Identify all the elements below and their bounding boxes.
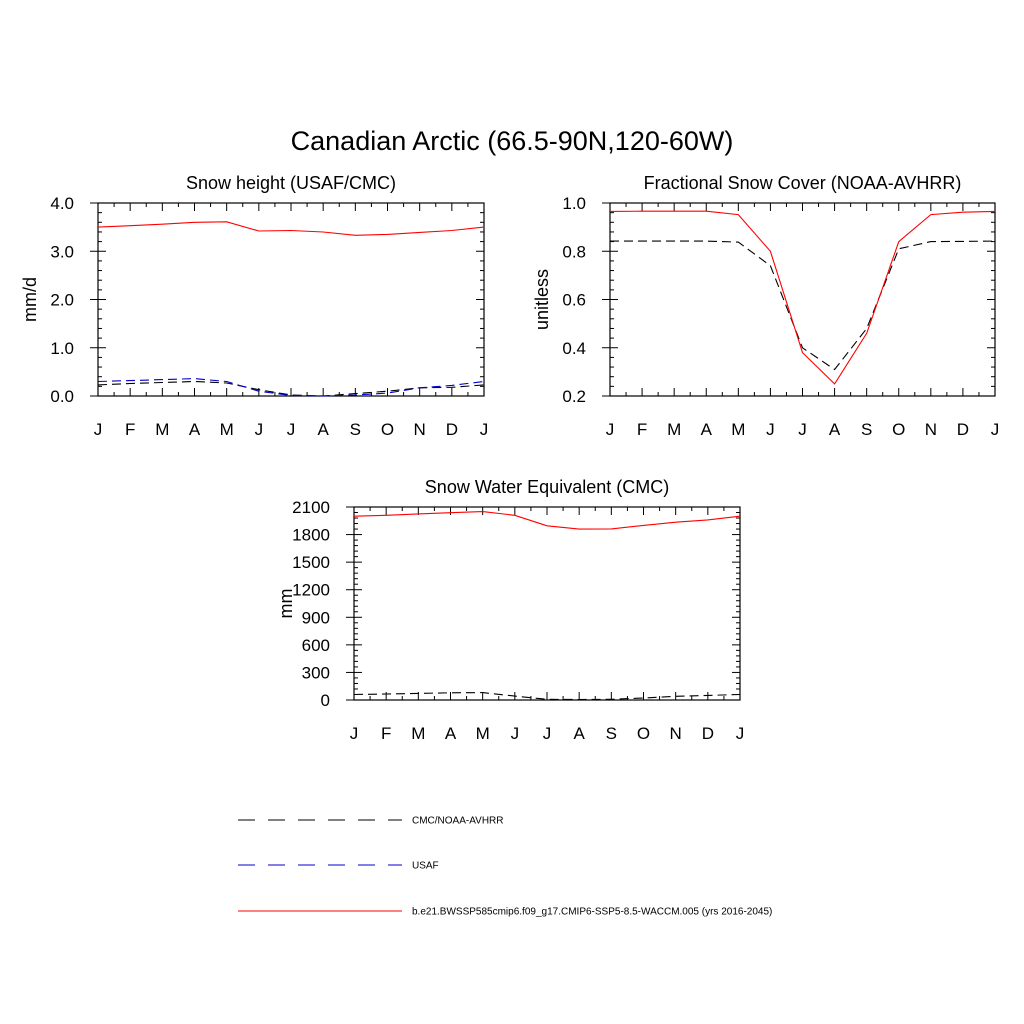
- y-tick-label: 0: [321, 691, 330, 710]
- series-line-1: [610, 240, 996, 371]
- x-tick-label: M: [411, 724, 425, 743]
- y-tick-label: 600: [302, 636, 330, 655]
- x-tick-label: N: [925, 420, 937, 439]
- x-tick-label: J: [766, 420, 775, 439]
- x-tick-label: J: [255, 420, 264, 439]
- y-tick-label: 1200: [292, 581, 330, 600]
- x-tick-label: A: [573, 724, 585, 743]
- x-tick-label: N: [414, 420, 426, 439]
- x-tick-label: D: [446, 420, 458, 439]
- y-tick-label: 1500: [292, 553, 330, 572]
- legend-entry: USAF: [238, 861, 439, 872]
- x-tick-label: O: [637, 724, 650, 743]
- x-tick-label: S: [861, 420, 872, 439]
- x-tick-label: N: [670, 724, 682, 743]
- panel-title: Snow height (USAF/CMC): [186, 173, 396, 193]
- legend-label: USAF: [412, 861, 439, 872]
- series-line-0: [97, 221, 485, 236]
- x-tick-label: J: [287, 420, 296, 439]
- x-tick-label: J: [606, 420, 615, 439]
- x-tick-label: J: [350, 724, 359, 743]
- y-tick-label: 3.0: [50, 242, 74, 261]
- legend-label: b.e21.BWSSP585cmip6.f09_g17.CMIP6-SSP5-8…: [412, 907, 772, 918]
- series-line-0: [609, 210, 996, 385]
- y-axis-label: mm/d: [20, 277, 40, 322]
- x-tick-label: J: [798, 420, 807, 439]
- x-tick-label: D: [702, 724, 714, 743]
- x-tick-label: J: [736, 724, 745, 743]
- x-tick-label: J: [94, 420, 103, 439]
- panel-2: J F M A M J J A S O N D J03006009001200150018002100S…: [276, 477, 744, 743]
- x-tick-label: M: [155, 420, 169, 439]
- series-line-1: [353, 692, 741, 701]
- x-tick-label: A: [829, 420, 841, 439]
- y-tick-label: 0.0: [50, 387, 74, 406]
- x-tick-label: A: [445, 724, 457, 743]
- x-tick-label: M: [731, 420, 745, 439]
- x-tick-label: M: [667, 420, 681, 439]
- x-tick-label: J: [543, 724, 552, 743]
- y-tick-label: 0.6: [562, 291, 586, 310]
- y-tick-label: 1800: [292, 526, 330, 545]
- x-tick-label: F: [381, 724, 391, 743]
- y-tick-label: 2.0: [50, 291, 74, 310]
- x-tick-label: F: [125, 420, 135, 439]
- x-tick-label: A: [701, 420, 713, 439]
- x-tick-label: O: [381, 420, 394, 439]
- x-tick-label: S: [606, 724, 617, 743]
- y-tick-label: 1.0: [562, 194, 586, 213]
- y-tick-label: 0.4: [562, 339, 586, 358]
- x-tick-label: A: [189, 420, 201, 439]
- y-tick-label: 300: [302, 663, 330, 682]
- x-tick-label: M: [220, 420, 234, 439]
- x-tick-label: J: [991, 420, 1000, 439]
- y-axis-label: mm: [276, 589, 296, 619]
- y-axis-label: unitless: [532, 269, 552, 330]
- legend-label: CMC/NOAA-AVHRR: [412, 816, 503, 827]
- series-line-0: [353, 511, 741, 530]
- x-tick-label: F: [637, 420, 647, 439]
- legend-entry: b.e21.BWSSP585cmip6.f09_g17.CMIP6-SSP5-8…: [238, 907, 772, 918]
- x-tick-label: O: [892, 420, 905, 439]
- y-tick-label: 900: [302, 608, 330, 627]
- y-tick-label: 0.2: [562, 387, 586, 406]
- figure-title: Canadian Arctic (66.5-90N,120-60W): [291, 126, 734, 156]
- y-tick-label: 4.0: [50, 194, 74, 213]
- legend: CMC/NOAA-AVHRR USAF b.e21.BWSSP585cmip6.f0…: [238, 816, 772, 918]
- x-tick-label: D: [957, 420, 969, 439]
- plot-frame: [353, 506, 741, 701]
- panel-title: Fractional Snow Cover (NOAA-AVHRR): [644, 173, 962, 193]
- x-tick-label: S: [350, 420, 361, 439]
- series-line-1: [97, 378, 485, 397]
- plot-frame: [609, 202, 996, 397]
- x-tick-label: J: [511, 724, 520, 743]
- y-tick-label: 1.0: [50, 339, 74, 358]
- x-tick-label: M: [476, 724, 490, 743]
- legend-entry: CMC/NOAA-AVHRR: [238, 816, 503, 827]
- x-tick-label: A: [317, 420, 329, 439]
- x-tick-label: J: [480, 420, 489, 439]
- y-tick-label: 0.8: [562, 242, 586, 261]
- panel-title: Snow Water Equivalent (CMC): [425, 477, 669, 497]
- y-tick-label: 2100: [292, 498, 330, 517]
